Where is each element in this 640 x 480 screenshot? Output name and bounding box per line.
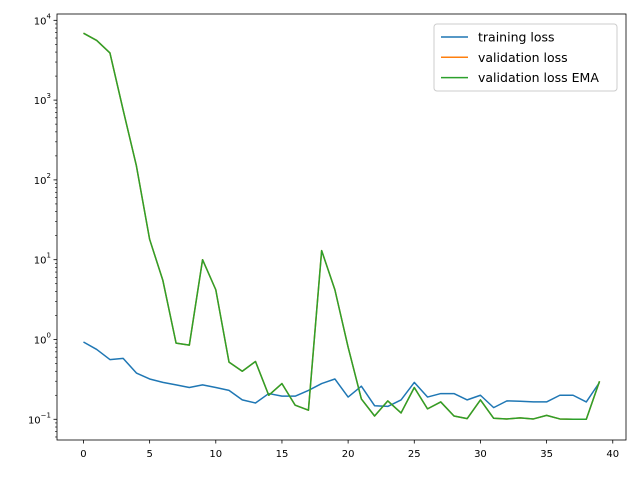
y-tick-exponent: 0 [47, 331, 51, 339]
y-tick-mantissa: 10 [34, 335, 47, 346]
legend-label-validation-loss: validation loss [478, 50, 568, 65]
legend: training loss validation loss validation l… [433, 23, 618, 92]
y-tick-label: 102 [34, 172, 51, 187]
y-tick-mantissa: 10 [34, 16, 47, 27]
x-tick-label: 15 [276, 449, 289, 460]
x-tick-label: 0 [80, 449, 86, 460]
legend-label-validation-loss-ema: validation loss EMA [478, 70, 599, 85]
x-tick-label: 30 [474, 449, 487, 460]
y-tick-exponent: 2 [47, 172, 51, 180]
x-tick-label: 5 [146, 449, 152, 460]
x-tick-label: 10 [209, 449, 222, 460]
y-tick-exponent: 3 [47, 92, 51, 100]
y-tick-mantissa: 10 [28, 415, 41, 426]
y-tick-mantissa: 10 [34, 176, 47, 187]
y-tick-label: 10−1 [28, 411, 51, 426]
plot-frame [56, 13, 627, 441]
x-tick-label: 35 [540, 449, 553, 460]
y-tick-mantissa: 10 [34, 256, 47, 267]
y-tick-exponent: 1 [47, 252, 51, 260]
series-line-training-loss [83, 341, 601, 409]
plot-area [56, 13, 627, 441]
x-tick-label: 40 [606, 449, 619, 460]
x-tick-label: 25 [408, 449, 421, 460]
y-tick-label: 101 [34, 252, 51, 267]
y-tick-label: 103 [34, 92, 51, 107]
y-tick-label: 104 [34, 12, 52, 27]
series-line-validation-loss-ema [83, 32, 601, 421]
y-tick-exponent: 4 [47, 12, 52, 20]
legend-box [433, 23, 618, 92]
series-lines [83, 32, 601, 421]
y-tick-label: 100 [34, 331, 51, 346]
legend-label-training-loss: training loss [478, 30, 555, 45]
y-tick-mantissa: 10 [34, 96, 47, 107]
y-tick-exponent: −1 [41, 411, 51, 419]
x-axis-ticks: 0 5 10 15 20 25 30 35 40 [80, 440, 619, 460]
x-tick-label: 20 [342, 449, 355, 460]
